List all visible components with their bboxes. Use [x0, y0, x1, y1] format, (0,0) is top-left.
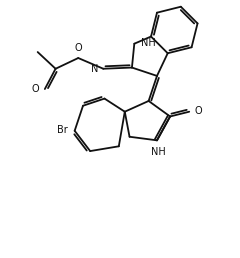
- Text: Br: Br: [57, 125, 67, 135]
- Text: NH: NH: [151, 148, 166, 157]
- Text: O: O: [194, 106, 202, 116]
- Text: NH: NH: [141, 37, 156, 47]
- Text: O: O: [32, 84, 40, 94]
- Text: O: O: [75, 43, 83, 53]
- Text: N: N: [91, 64, 98, 74]
